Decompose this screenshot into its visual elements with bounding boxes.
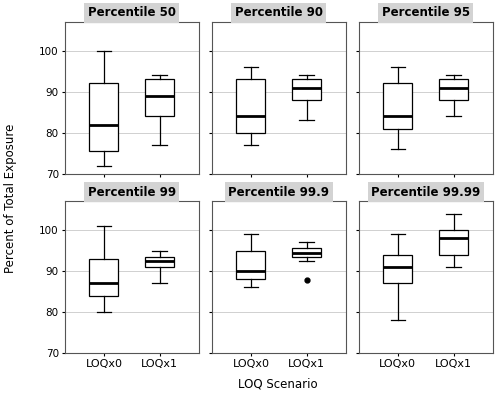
- PathPatch shape: [384, 84, 412, 129]
- PathPatch shape: [145, 257, 174, 267]
- PathPatch shape: [384, 255, 412, 284]
- PathPatch shape: [236, 251, 266, 279]
- PathPatch shape: [90, 84, 118, 151]
- Text: LOQ Scenario: LOQ Scenario: [238, 378, 318, 391]
- Title: Percentile 50: Percentile 50: [88, 6, 176, 19]
- PathPatch shape: [90, 259, 118, 296]
- PathPatch shape: [292, 79, 321, 100]
- Title: Percentile 99.99: Percentile 99.99: [371, 186, 480, 199]
- Text: Percent of Total Exposure: Percent of Total Exposure: [4, 123, 18, 273]
- PathPatch shape: [292, 248, 321, 257]
- Title: Percentile 99: Percentile 99: [88, 186, 176, 199]
- Title: Percentile 90: Percentile 90: [235, 6, 323, 19]
- PathPatch shape: [439, 79, 468, 100]
- PathPatch shape: [236, 79, 266, 133]
- Title: Percentile 95: Percentile 95: [382, 6, 470, 19]
- Title: Percentile 99.9: Percentile 99.9: [228, 186, 329, 199]
- PathPatch shape: [439, 230, 468, 255]
- PathPatch shape: [145, 79, 174, 116]
